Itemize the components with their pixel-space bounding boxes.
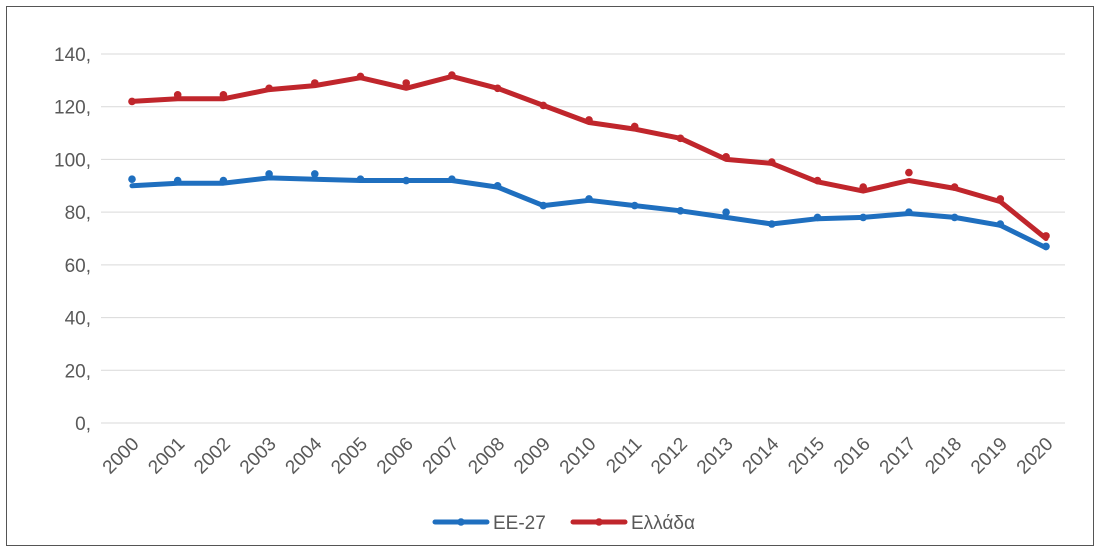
x-tick-label: 2002 (190, 434, 235, 479)
x-tick-label: 2015 (784, 434, 829, 479)
x-tick-label: 2006 (373, 434, 418, 479)
data-point (539, 101, 548, 110)
y-tick-label: 20, (65, 361, 91, 382)
y-tick-label: 100, (54, 150, 91, 171)
y-tick-label: 60, (65, 256, 91, 277)
y-tick-label: 140, (54, 45, 91, 66)
data-point (722, 208, 730, 216)
data-point (219, 176, 228, 185)
data-point (448, 175, 456, 183)
data-point (448, 71, 456, 79)
x-tick-label: 2009 (510, 434, 555, 479)
data-point (813, 213, 822, 222)
data-point (493, 84, 502, 93)
data-point (356, 175, 365, 183)
y-tick-label: 40, (65, 309, 91, 330)
data-point (265, 84, 273, 93)
line-chart: 0,20,40,60,80,100,120,140, 2000 2001 2002 2… (54, 45, 1065, 534)
data-point (630, 122, 639, 131)
x-tick-label: 2005 (327, 434, 372, 479)
data-point (676, 134, 685, 143)
data-point (173, 91, 182, 99)
data-point (402, 176, 411, 185)
x-tick-label: 2001 (144, 434, 189, 479)
series-group (128, 71, 1050, 251)
data-point (173, 176, 182, 185)
x-tick-label: 2020 (1013, 434, 1058, 479)
data-point (219, 91, 228, 99)
y-axis-ticks: 0, 20, 40, 60, 80, 100, 120, 140, (54, 45, 91, 435)
data-point (859, 213, 867, 222)
data-point (539, 201, 548, 210)
x-tick-label: 2000 (99, 434, 144, 479)
data-point (1042, 232, 1050, 240)
data-point (128, 175, 136, 183)
legend-label: ΕΕ-27 (493, 513, 546, 534)
x-axis-ticks: 2000 2001 2002 2003 2004 2005 2006 2007 2008 2009… (99, 433, 1058, 478)
x-tick-label: 2018 (921, 434, 966, 479)
data-point (265, 170, 273, 178)
x-tick-label: 2008 (464, 434, 509, 479)
data-point (356, 72, 365, 81)
x-tick-label: 2003 (236, 434, 281, 479)
data-point (585, 116, 593, 124)
chart-frame: 0, 20, 40, 60, 80, 100, 120, 140, 2000 2001 2002 2… (6, 6, 1094, 546)
x-tick-label: 2011 (602, 434, 646, 478)
data-point (768, 158, 776, 166)
x-tick-label: 2019 (967, 434, 1012, 479)
x-tick-label: 2010 (556, 434, 601, 479)
gridlines (101, 53, 1065, 424)
data-point (311, 170, 319, 178)
y-tick-label: 120, (54, 98, 91, 119)
x-tick-label: 2017 (876, 434, 921, 479)
x-tick-label: 2012 (647, 434, 692, 479)
data-point (402, 79, 411, 87)
data-point (676, 207, 685, 215)
y-tick-label: 80, (65, 203, 91, 224)
data-point (1042, 242, 1050, 251)
data-point (493, 181, 502, 190)
data-point (905, 208, 913, 216)
data-point (950, 213, 959, 222)
x-tick-label: 2016 (830, 434, 875, 479)
data-point (996, 195, 1005, 203)
legend-label: Ελλάδα (631, 513, 695, 534)
x-tick-label: 2013 (693, 434, 738, 479)
data-point (768, 220, 776, 228)
data-point (996, 220, 1005, 228)
legend-marker (595, 518, 603, 526)
data-point (905, 168, 913, 177)
data-point (311, 79, 319, 87)
data-point (950, 183, 959, 191)
x-tick-label: 2014 (739, 433, 784, 478)
legend: ΕΕ-27 Ελλάδα (432, 513, 695, 534)
data-point (722, 152, 730, 161)
y-tick-label: 0, (75, 414, 91, 435)
legend-marker (457, 518, 465, 526)
x-tick-label: 2004 (282, 433, 327, 478)
x-tick-label: 2007 (419, 434, 464, 479)
data-point (128, 97, 136, 106)
data-point (813, 176, 822, 185)
data-point (585, 195, 593, 203)
data-point (859, 183, 867, 191)
data-point (630, 201, 639, 210)
